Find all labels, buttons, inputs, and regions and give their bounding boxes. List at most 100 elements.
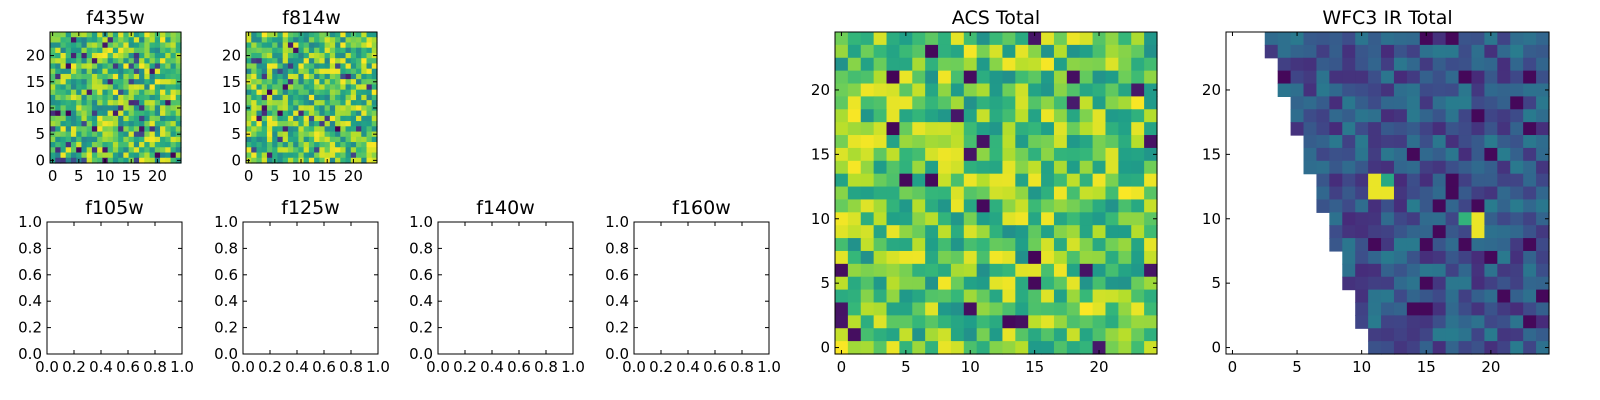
heatmap-cell (989, 263, 1004, 278)
heatmap-cell (345, 94, 352, 101)
heatmap-cell (102, 131, 109, 138)
heatmap-cell (860, 315, 875, 329)
x-tick-label: 0.0 (622, 358, 646, 376)
heatmap-cell (144, 89, 151, 96)
heatmap-cell (70, 37, 77, 44)
heatmap-cell (91, 152, 98, 159)
heatmap-cell (1316, 135, 1330, 149)
heatmap-cell (1523, 96, 1537, 110)
heatmap-cell (277, 84, 284, 91)
heatmap-cell (55, 79, 62, 85)
heatmap-cell (1381, 225, 1395, 239)
heatmap-cell (261, 63, 268, 70)
heatmap-cell (899, 96, 913, 110)
heatmap-cell (60, 89, 67, 96)
heatmap-cell (282, 89, 289, 96)
heatmap-cell (139, 152, 145, 159)
heatmap-cell (1368, 160, 1382, 175)
heatmap-cell (112, 47, 119, 54)
heatmap-cell (70, 115, 77, 122)
heatmap-cell (165, 42, 172, 49)
heatmap-cell (1510, 212, 1524, 226)
heatmap-cell (976, 225, 991, 239)
heatmap-cell (65, 131, 72, 138)
heatmap-cell (1079, 135, 1094, 149)
heatmap-cell (70, 136, 77, 143)
heatmap-cell (1355, 83, 1369, 97)
heatmap-cell (335, 131, 341, 138)
heatmap-cell (345, 136, 352, 143)
heatmap-cell (81, 142, 88, 148)
heatmap-cell (1144, 173, 1158, 188)
heatmap-cell (1406, 238, 1421, 252)
heatmap-cell (128, 121, 135, 127)
heatmap-cell (272, 152, 279, 159)
heatmap-cell (251, 115, 258, 122)
heatmap-cell (329, 84, 336, 91)
heatmap-cell (1368, 96, 1382, 110)
heatmap-cell (282, 79, 289, 85)
heatmap-cell (298, 131, 305, 138)
heatmap-cell (65, 115, 72, 122)
heatmap-cell (356, 115, 362, 122)
heatmap-cell (1458, 341, 1473, 355)
heatmap-cell (102, 42, 109, 49)
heatmap-cell (97, 73, 103, 80)
heatmap-cell (76, 142, 83, 148)
heatmap-cell (1432, 70, 1447, 85)
heatmap-cell (950, 315, 965, 329)
heatmap-cell (154, 100, 161, 106)
heatmap-cell (1303, 83, 1318, 97)
heatmap-cell (256, 100, 263, 106)
x-tick-label: 0.8 (143, 358, 167, 376)
heatmap-cell (860, 302, 875, 316)
heatmap-cell (976, 32, 991, 46)
heatmap-cell (303, 73, 310, 80)
heatmap-cell (938, 147, 952, 162)
heatmap-cell (112, 79, 119, 85)
heatmap-cell (335, 37, 341, 44)
heatmap-cell (361, 136, 368, 143)
heatmap-cell (873, 238, 888, 252)
heatmap-cell (1053, 186, 1068, 201)
heatmap-cell (925, 109, 939, 123)
heatmap-cell (314, 157, 320, 164)
heatmap-cell (1342, 199, 1356, 213)
heatmap-cell (1458, 96, 1473, 110)
heatmap-cell (65, 136, 72, 143)
heatmap-cell (60, 115, 67, 122)
heatmap-cell (1381, 250, 1395, 265)
heatmap-cell (287, 136, 294, 143)
heatmap-cell (925, 57, 939, 72)
heatmap-cell (149, 100, 156, 106)
heatmap-cell (1079, 238, 1094, 252)
heatmap-cell (133, 105, 140, 112)
heatmap-cell (1355, 32, 1369, 46)
heatmap-cell (282, 115, 289, 122)
heatmap-cell (277, 79, 284, 85)
heatmap-cell (128, 68, 135, 75)
heatmap-cell (123, 79, 130, 85)
y-tick-label: 0.4 (605, 292, 629, 310)
heatmap-cell (1092, 70, 1107, 85)
heatmap-cell (266, 73, 273, 80)
heatmap-cell (102, 37, 109, 44)
heatmap-cell (1066, 44, 1081, 59)
heatmap-cell (319, 89, 326, 96)
heatmap-cell (1066, 250, 1081, 265)
heatmap-cell (1484, 83, 1498, 97)
heatmap-cell (1497, 83, 1511, 97)
heatmap-cell (1523, 276, 1537, 291)
heatmap-cell (1381, 96, 1395, 110)
heatmap-cell (282, 58, 289, 65)
heatmap-cell (266, 42, 273, 49)
heatmap-cell (873, 44, 888, 59)
heatmap-cell (1329, 199, 1343, 213)
heatmap-cell (102, 126, 109, 133)
heatmap-cell (118, 73, 124, 80)
heatmap-cell (1131, 328, 1145, 342)
heatmap-cell (139, 157, 145, 164)
heatmap-cell (1536, 122, 1550, 136)
heatmap-cell (282, 94, 289, 101)
heatmap-cell (1041, 96, 1055, 110)
